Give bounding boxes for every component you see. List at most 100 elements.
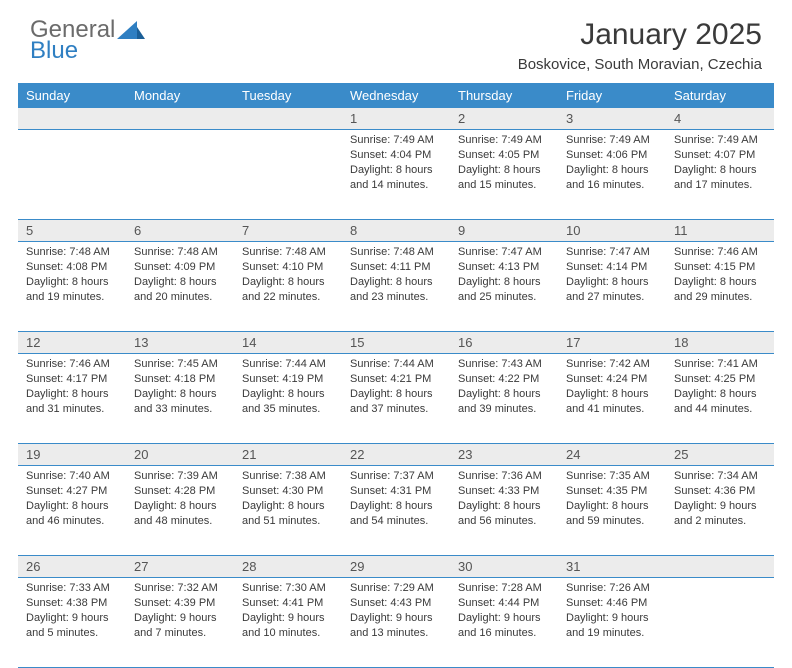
day-cell: Sunrise: 7:49 AMSunset: 4:07 PMDaylight:…	[666, 130, 774, 220]
sunrise-text: Sunrise: 7:42 AM	[566, 357, 658, 372]
day-number	[18, 108, 126, 130]
day-cell: Sunrise: 7:44 AMSunset: 4:21 PMDaylight:…	[342, 354, 450, 444]
daylight2-text: and 20 minutes.	[134, 290, 226, 305]
daylight1-text: Daylight: 8 hours	[242, 275, 334, 290]
day-number: 28	[234, 556, 342, 578]
day-number: 17	[558, 332, 666, 354]
sunset-text: Sunset: 4:14 PM	[566, 260, 658, 275]
sunrise-text: Sunrise: 7:33 AM	[26, 581, 118, 596]
sunrise-text: Sunrise: 7:49 AM	[566, 133, 658, 148]
sunrise-text: Sunrise: 7:48 AM	[242, 245, 334, 260]
daylight2-text: and 51 minutes.	[242, 514, 334, 529]
daylight1-text: Daylight: 8 hours	[242, 499, 334, 514]
daylight2-text: and 2 minutes.	[674, 514, 766, 529]
sunrise-text: Sunrise: 7:48 AM	[134, 245, 226, 260]
sunset-text: Sunset: 4:11 PM	[350, 260, 442, 275]
sunrise-text: Sunrise: 7:46 AM	[674, 245, 766, 260]
day-header: Friday	[558, 83, 666, 108]
sunset-text: Sunset: 4:09 PM	[134, 260, 226, 275]
sunset-text: Sunset: 4:38 PM	[26, 596, 118, 611]
sunrise-text: Sunrise: 7:28 AM	[458, 581, 550, 596]
day-cell: Sunrise: 7:47 AMSunset: 4:14 PMDaylight:…	[558, 242, 666, 332]
day-cell	[18, 130, 126, 220]
day-number: 11	[666, 220, 774, 242]
day-number: 16	[450, 332, 558, 354]
day-header: Sunday	[18, 83, 126, 108]
sunrise-text: Sunrise: 7:49 AM	[350, 133, 442, 148]
daynum-row: 567891011	[18, 220, 774, 242]
week-row: Sunrise: 7:33 AMSunset: 4:38 PMDaylight:…	[18, 578, 774, 668]
daylight1-text: Daylight: 9 hours	[26, 611, 118, 626]
page-title: January 2025	[518, 18, 762, 52]
daylight2-text: and 7 minutes.	[134, 626, 226, 641]
day-cell: Sunrise: 7:26 AMSunset: 4:46 PMDaylight:…	[558, 578, 666, 668]
daylight2-text: and 56 minutes.	[458, 514, 550, 529]
week-row: Sunrise: 7:49 AMSunset: 4:04 PMDaylight:…	[18, 130, 774, 220]
daylight1-text: Daylight: 8 hours	[134, 275, 226, 290]
week-row: Sunrise: 7:46 AMSunset: 4:17 PMDaylight:…	[18, 354, 774, 444]
day-number: 31	[558, 556, 666, 578]
sunrise-text: Sunrise: 7:40 AM	[26, 469, 118, 484]
daylight1-text: Daylight: 8 hours	[26, 275, 118, 290]
sunrise-text: Sunrise: 7:37 AM	[350, 469, 442, 484]
sunrise-text: Sunrise: 7:48 AM	[350, 245, 442, 260]
daylight2-text: and 16 minutes.	[458, 626, 550, 641]
sunset-text: Sunset: 4:07 PM	[674, 148, 766, 163]
day-cell: Sunrise: 7:43 AMSunset: 4:22 PMDaylight:…	[450, 354, 558, 444]
daylight1-text: Daylight: 8 hours	[566, 275, 658, 290]
daylight1-text: Daylight: 8 hours	[350, 275, 442, 290]
triangle-icon	[117, 21, 145, 43]
daylight1-text: Daylight: 9 hours	[566, 611, 658, 626]
sunrise-text: Sunrise: 7:44 AM	[242, 357, 334, 372]
sunset-text: Sunset: 4:13 PM	[458, 260, 550, 275]
day-header: Thursday	[450, 83, 558, 108]
daylight1-text: Daylight: 8 hours	[458, 387, 550, 402]
day-number: 5	[18, 220, 126, 242]
sunset-text: Sunset: 4:46 PM	[566, 596, 658, 611]
sunset-text: Sunset: 4:39 PM	[134, 596, 226, 611]
sunrise-text: Sunrise: 7:36 AM	[458, 469, 550, 484]
daylight2-text: and 22 minutes.	[242, 290, 334, 305]
day-number: 1	[342, 108, 450, 130]
daynum-row: 19202122232425	[18, 444, 774, 466]
daylight1-text: Daylight: 8 hours	[458, 275, 550, 290]
sunrise-text: Sunrise: 7:32 AM	[134, 581, 226, 596]
day-cell	[126, 130, 234, 220]
day-number: 6	[126, 220, 234, 242]
daylight2-text: and 37 minutes.	[350, 402, 442, 417]
day-header: Saturday	[666, 83, 774, 108]
day-header: Tuesday	[234, 83, 342, 108]
sunrise-text: Sunrise: 7:30 AM	[242, 581, 334, 596]
day-cell: Sunrise: 7:41 AMSunset: 4:25 PMDaylight:…	[666, 354, 774, 444]
day-number: 20	[126, 444, 234, 466]
sunset-text: Sunset: 4:17 PM	[26, 372, 118, 387]
daylight2-text: and 54 minutes.	[350, 514, 442, 529]
daylight1-text: Daylight: 8 hours	[458, 499, 550, 514]
sunrise-text: Sunrise: 7:38 AM	[242, 469, 334, 484]
day-number: 29	[342, 556, 450, 578]
daylight2-text: and 33 minutes.	[134, 402, 226, 417]
daylight1-text: Daylight: 8 hours	[566, 163, 658, 178]
daylight1-text: Daylight: 8 hours	[350, 499, 442, 514]
day-header: Monday	[126, 83, 234, 108]
daylight1-text: Daylight: 8 hours	[26, 499, 118, 514]
daylight2-text: and 39 minutes.	[458, 402, 550, 417]
day-cell: Sunrise: 7:49 AMSunset: 4:05 PMDaylight:…	[450, 130, 558, 220]
daylight1-text: Daylight: 9 hours	[242, 611, 334, 626]
day-number: 24	[558, 444, 666, 466]
day-number: 13	[126, 332, 234, 354]
day-header-row: Sunday Monday Tuesday Wednesday Thursday…	[18, 83, 774, 108]
sunrise-text: Sunrise: 7:48 AM	[26, 245, 118, 260]
daylight1-text: Daylight: 8 hours	[350, 387, 442, 402]
week-row: Sunrise: 7:40 AMSunset: 4:27 PMDaylight:…	[18, 466, 774, 556]
day-cell: Sunrise: 7:33 AMSunset: 4:38 PMDaylight:…	[18, 578, 126, 668]
day-cell: Sunrise: 7:38 AMSunset: 4:30 PMDaylight:…	[234, 466, 342, 556]
day-cell: Sunrise: 7:29 AMSunset: 4:43 PMDaylight:…	[342, 578, 450, 668]
daylight2-text: and 35 minutes.	[242, 402, 334, 417]
day-cell: Sunrise: 7:44 AMSunset: 4:19 PMDaylight:…	[234, 354, 342, 444]
day-number: 25	[666, 444, 774, 466]
day-cell	[666, 578, 774, 668]
day-cell: Sunrise: 7:49 AMSunset: 4:06 PMDaylight:…	[558, 130, 666, 220]
day-number: 3	[558, 108, 666, 130]
daynum-row: 262728293031	[18, 556, 774, 578]
